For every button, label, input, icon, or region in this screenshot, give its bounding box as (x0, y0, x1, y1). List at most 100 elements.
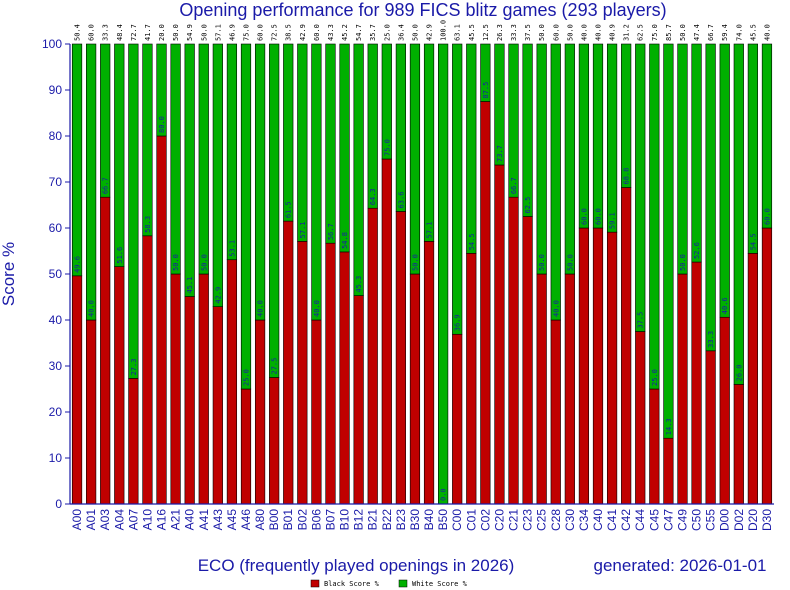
y-tick-label: 100 (42, 37, 62, 51)
bar-black-segment (606, 231, 618, 505)
x-tick-label: A04 (112, 509, 126, 531)
x-tick-label: A21 (169, 509, 183, 531)
bar-label-black: 57.1 (426, 221, 434, 238)
bar-black-segment (466, 253, 477, 505)
bar-label-white: 85.7 (665, 24, 673, 41)
bar-black-segment (733, 384, 744, 505)
bar-white-segment (550, 43, 561, 321)
bar-black-segment (226, 259, 238, 505)
x-tick-label: D20 (746, 509, 760, 531)
x-tick-label: A43 (211, 509, 225, 531)
x-tick-label: B12 (352, 509, 366, 531)
x-tick-label: B07 (323, 509, 337, 531)
bar-label-white: 45.5 (468, 24, 476, 41)
bar-label-white: 40.9 (609, 24, 617, 41)
legend-label-white: White Score % (412, 580, 468, 588)
bar-black-segment (86, 319, 97, 505)
bar-white-segment (480, 43, 491, 102)
bar-black-segment (254, 319, 266, 505)
bar-white-segment (508, 43, 519, 198)
bar-black-segment (114, 266, 125, 505)
bar-label-white: 60.0 (257, 24, 265, 41)
bar-black-segment (578, 227, 590, 505)
bar-label-white: 62.5 (637, 24, 645, 41)
bar-label-black: 63.6 (397, 192, 405, 209)
x-tick-label: A40 (183, 509, 197, 531)
bar-white-segment (691, 43, 702, 263)
bar-white-segment (325, 43, 336, 244)
legend-swatch-white (398, 579, 408, 588)
bar-black-segment (635, 331, 646, 505)
x-tick-label: B01 (281, 509, 295, 531)
x-tick-label: A03 (98, 509, 112, 531)
x-tick-label: C50 (690, 509, 704, 531)
bar-white-segment (339, 43, 350, 253)
bar-label-black: 80.0 (158, 116, 166, 133)
bar-label-white: 60.0 (552, 24, 560, 41)
bar-label-black: 75.0 (383, 139, 391, 156)
bar-label-black: 54.5 (468, 233, 476, 250)
bar-white-segment (156, 43, 167, 137)
bar-label-white: 75.0 (651, 24, 659, 41)
x-tick-label: B02 (295, 509, 309, 531)
bar-white-segment (226, 43, 238, 261)
bar-label-black: 66.7 (510, 177, 518, 194)
bar-label-white: 45.5 (749, 24, 757, 41)
bar-label-white: 48.4 (116, 24, 124, 41)
x-tick-label: B40 (422, 509, 436, 531)
bar-black-segment (677, 273, 688, 505)
y-tick-label: 20 (49, 405, 63, 419)
bar-label-white: 25.0 (383, 24, 391, 41)
bar-label-black: 50.0 (411, 254, 419, 271)
bar-white-segment (423, 43, 435, 242)
y-tick-label: 10 (49, 451, 63, 465)
bar-label-black: 0.0 (440, 488, 448, 501)
x-tick-label: A16 (155, 509, 169, 531)
x-tick-label: D02 (732, 509, 746, 531)
x-tick-label: C23 (521, 509, 535, 531)
bar-white-segment (311, 43, 322, 321)
bar-label-white: 50.0 (679, 24, 687, 41)
legend-swatch-black (310, 579, 320, 588)
bar-black-segment (170, 273, 181, 505)
bar-white-segment (381, 43, 392, 160)
x-tick-label: B30 (408, 509, 422, 531)
bar-label-white: 54.7 (355, 24, 363, 41)
bar-label-black: 54.8 (341, 232, 349, 249)
bar-white-segment (606, 43, 618, 233)
bar-label-black: 60.0 (763, 208, 771, 225)
bar-label-black: 59.1 (609, 212, 617, 229)
bar-black-segment (156, 135, 167, 505)
x-tick-label: C21 (507, 509, 521, 531)
bar-white-segment (198, 43, 209, 275)
bar-black-segment (719, 316, 730, 505)
bar-white-segment (184, 43, 195, 297)
bar-label-black: 53.1 (228, 240, 236, 257)
bar-label-black: 27.5 (271, 358, 279, 375)
bar-white-segment (142, 43, 153, 237)
x-tick-label: B50 (436, 509, 450, 531)
bar-white-segment (564, 43, 575, 275)
bar-white-segment (212, 43, 223, 307)
bar-label-white: 74.0 (735, 24, 743, 41)
bar-white-segment (733, 43, 744, 385)
bar-black-segment (747, 253, 758, 505)
bar-label-white: 50.0 (566, 24, 574, 41)
bar-label-black: 56.7 (327, 223, 335, 240)
x-tick-label: C45 (647, 509, 661, 531)
bar-black-segment (325, 242, 336, 505)
bar-label-white: 66.7 (707, 24, 715, 41)
y-tick-label: 30 (49, 359, 63, 373)
bar-label-black: 33.3 (707, 331, 715, 348)
bar-label-white: 31.2 (623, 24, 631, 41)
bar-white-segment (395, 43, 406, 212)
y-axis-title: Score % (0, 242, 18, 306)
bar-black-segment (212, 306, 223, 505)
bar-label-black: 40.0 (257, 300, 265, 317)
x-tick-label: C01 (464, 509, 478, 531)
bar-label-white: 43.3 (327, 24, 335, 41)
bar-label-black: 14.3 (665, 418, 673, 435)
bar-white-segment (100, 43, 111, 198)
bar-label-white: 50.0 (411, 24, 419, 41)
bar-white-segment (536, 43, 547, 275)
